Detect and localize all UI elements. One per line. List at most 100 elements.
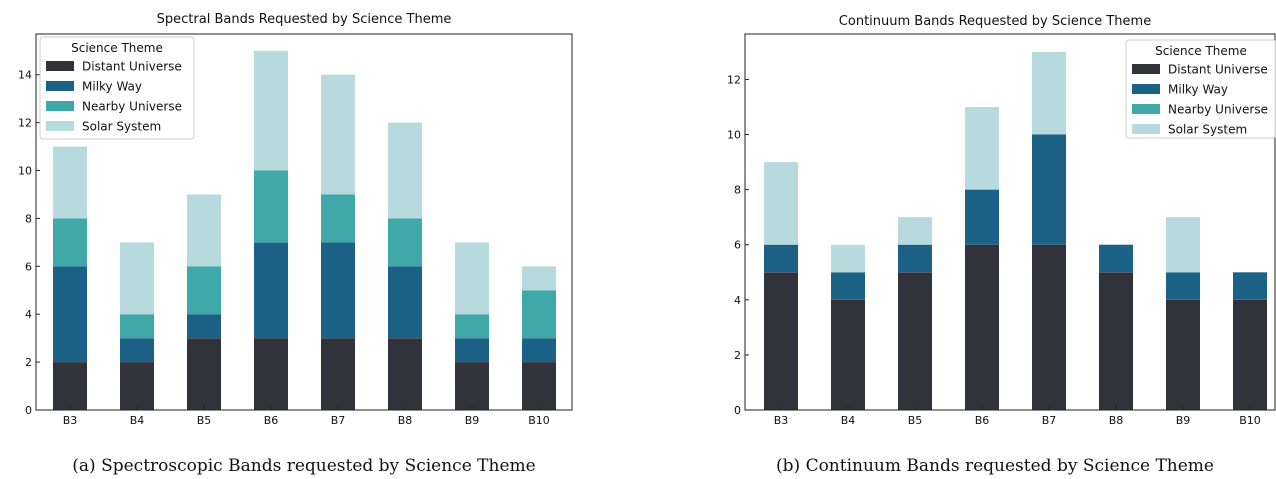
bar-segment (120, 362, 154, 410)
bar-segment (831, 272, 865, 300)
legend-label: Distant Universe (1168, 63, 1268, 77)
bar-segment (1099, 272, 1133, 410)
bar-segment (455, 338, 489, 363)
legend-swatch (1132, 84, 1160, 94)
x-tick-label: B10 (528, 414, 550, 427)
figure-caption: (a) Spectroscopic Bands requested by Sci… (72, 456, 535, 476)
bar-segment (388, 122, 422, 219)
legend: Science Theme Distant Universe Milky Way Ne… (1125, 39, 1276, 139)
legend-swatch (46, 61, 74, 71)
bar-segment (120, 338, 154, 363)
legend-swatch (46, 81, 74, 91)
y-tick-label: 10 (727, 129, 741, 142)
legend-swatch (1132, 104, 1160, 114)
bar-segment (898, 244, 932, 273)
bar-segment (187, 314, 221, 339)
x-tick-label: B9 (465, 414, 480, 427)
bar-segment (1166, 272, 1200, 300)
chart-spectral-bands: Spectral Bands Requested by Science Them… (18, 12, 573, 476)
bar-segment (764, 272, 798, 410)
y-tick-label: 12 (727, 73, 741, 86)
x-tick-label: B8 (398, 414, 413, 427)
x-tick-label: B6 (264, 414, 279, 427)
bar-segment (455, 362, 489, 410)
legend-label: Solar System (82, 120, 161, 134)
bar-segment (388, 338, 422, 410)
bar-segment (53, 146, 87, 219)
bar-segment (187, 338, 221, 410)
bar-segment (187, 266, 221, 315)
x-tick-label: B3 (63, 414, 78, 427)
y-tick-label: 0 (734, 404, 741, 417)
bar-segment (53, 266, 87, 363)
legend-title: Science Theme (71, 41, 163, 55)
y-tick-label: 10 (18, 165, 32, 178)
bar-segment (120, 242, 154, 315)
x-tick-label: B10 (1239, 414, 1261, 427)
bar-segment (53, 362, 87, 410)
bar-segment (321, 338, 355, 410)
legend-swatch (46, 101, 74, 111)
x-axis: B3 B4 B5 B6 B7 B8 B9 B10 (774, 406, 1261, 427)
bar-segment (1032, 51, 1066, 135)
chart-title: Continuum Bands Requested by Science The… (839, 14, 1151, 29)
bar-segment (388, 218, 422, 267)
bar-segment (898, 217, 932, 245)
bar-segment (321, 194, 355, 243)
plot-frame (744, 33, 1276, 411)
bar-segment (1233, 299, 1267, 410)
x-tick-label: B9 (1176, 414, 1191, 427)
bar-segment (1032, 134, 1066, 245)
legend-label: Solar System (1168, 123, 1247, 137)
x-tick-label: B3 (774, 414, 789, 427)
bar-segment (254, 170, 288, 243)
y-tick-label: 0 (25, 404, 32, 417)
y-axis: 0 2 4 6 8 10 12 14 (18, 69, 40, 417)
bar-segment (455, 242, 489, 315)
y-axis: 0 2 4 6 8 10 12 (727, 73, 749, 417)
legend-box (1125, 39, 1276, 139)
x-tick-label: B7 (1042, 414, 1057, 427)
bar-segment (53, 218, 87, 267)
y-tick-label: 2 (734, 349, 741, 362)
figure-caption: (b) Continuum Bands requested by Science… (776, 456, 1214, 476)
y-tick-label: 4 (734, 294, 741, 307)
y-tick-label: 12 (18, 117, 32, 130)
legend-label: Milky Way (1168, 83, 1228, 97)
bar-segment (120, 314, 154, 339)
bar-segment (1166, 217, 1200, 273)
bar-segment (965, 107, 999, 190)
legend-label: Nearby Universe (82, 100, 182, 114)
legend-label: Nearby Universe (1168, 103, 1268, 117)
bar-segment (764, 244, 798, 273)
legend-swatch (1132, 64, 1160, 74)
y-tick-label: 8 (25, 212, 32, 225)
bar-segment (522, 362, 556, 410)
bar-segment (831, 299, 865, 410)
x-tick-label: B4 (841, 414, 856, 427)
legend-label: Milky Way (82, 80, 142, 94)
bar-segment (254, 242, 288, 339)
bar-segment (187, 194, 221, 267)
bar-segment (764, 162, 798, 245)
bar-segment (455, 314, 489, 339)
bar-segment (1166, 299, 1200, 410)
bar-segment (522, 290, 556, 339)
y-tick-label: 8 (734, 184, 741, 197)
plot-frame (35, 33, 573, 411)
bar-segment (321, 74, 355, 195)
bar-segment (831, 244, 865, 273)
x-tick-label: B7 (331, 414, 346, 427)
x-axis: B3 B4 B5 B6 B7 B8 B9 B10 (63, 406, 550, 427)
bar-segment (1032, 244, 1066, 410)
x-tick-label: B6 (975, 414, 990, 427)
bar-segment (321, 242, 355, 339)
bar-segment (522, 266, 556, 291)
x-tick-label: B4 (130, 414, 145, 427)
legend-swatch (46, 121, 74, 131)
y-tick-label: 4 (25, 308, 32, 321)
bars (764, 51, 1267, 410)
legend-title: Science Theme (1155, 44, 1247, 58)
bar-segment (898, 272, 932, 410)
